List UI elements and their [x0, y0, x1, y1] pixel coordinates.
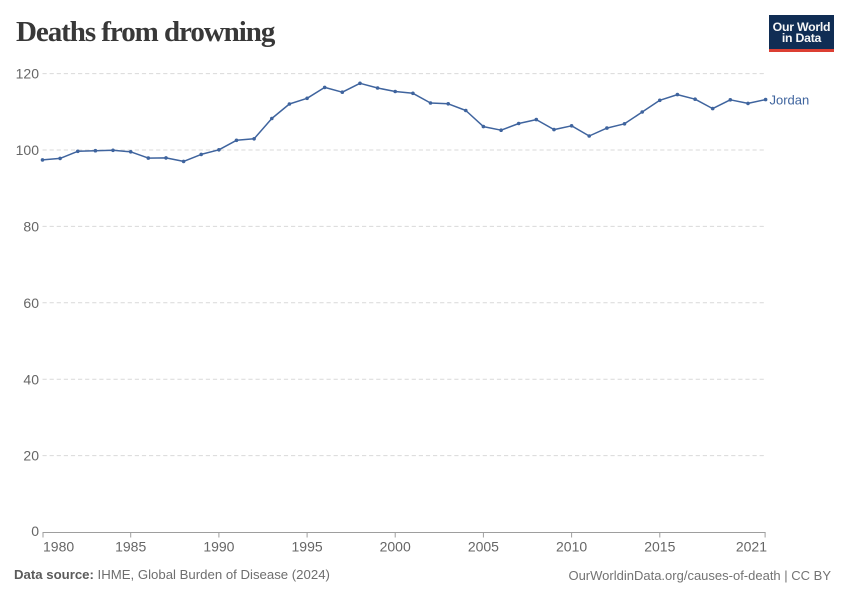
svg-text:2015: 2015 — [644, 539, 675, 555]
svg-text:80: 80 — [23, 219, 39, 235]
svg-text:1985: 1985 — [115, 539, 146, 555]
svg-text:2010: 2010 — [556, 539, 587, 555]
svg-text:2000: 2000 — [380, 539, 411, 555]
svg-text:1995: 1995 — [292, 539, 323, 555]
svg-text:120: 120 — [16, 66, 40, 82]
svg-text:2005: 2005 — [468, 539, 499, 555]
svg-text:40: 40 — [23, 371, 39, 387]
svg-text:60: 60 — [23, 295, 39, 311]
svg-text:0: 0 — [31, 523, 39, 539]
svg-text:1980: 1980 — [43, 539, 74, 555]
svg-text:100: 100 — [16, 142, 40, 158]
svg-text:20: 20 — [23, 448, 39, 464]
svg-text:1990: 1990 — [203, 539, 234, 555]
svg-text:Jordan: Jordan — [770, 93, 810, 108]
svg-text:2021: 2021 — [736, 539, 767, 555]
